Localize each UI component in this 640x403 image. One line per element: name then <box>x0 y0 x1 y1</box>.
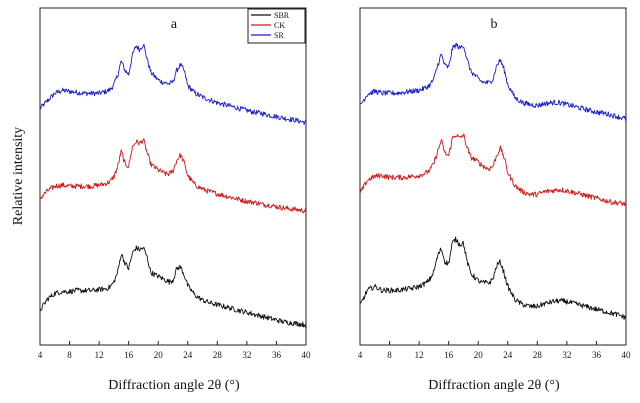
x-tick-label: 20 <box>154 350 164 360</box>
x-tick-label: 36 <box>592 350 602 360</box>
series-sbr-line <box>39 245 307 328</box>
series-sr-line <box>39 43 307 126</box>
legend-label-sbr: SBR <box>274 11 290 20</box>
x-tick-label: 32 <box>562 350 571 360</box>
x-tick-label: 16 <box>444 350 454 360</box>
x-tick-label: 16 <box>124 350 134 360</box>
legend-frame <box>247 8 306 44</box>
y-axis-label: Relative intensity <box>11 127 26 225</box>
panel-a-x-label: Diffraction angle 2θ (°) <box>108 378 240 393</box>
x-tick-label: 24 <box>183 350 193 360</box>
x-tick-label: 4 <box>358 350 363 360</box>
panel-a-series <box>39 43 307 328</box>
x-tick-label: 40 <box>302 350 312 360</box>
panel-b-series <box>359 42 627 321</box>
x-tick-label: 20 <box>474 350 484 360</box>
panel-b-x-axis: 4 8 12 16 20 24 28 32 36 40 <box>358 341 631 360</box>
legend-label-ck: CK <box>274 21 285 30</box>
panel-b-x-label: Diffraction angle 2θ (°) <box>428 378 560 393</box>
panel-b-frame <box>359 7 627 346</box>
x-tick-label: 40 <box>622 350 632 360</box>
series-ck-line <box>39 138 307 214</box>
x-tick-label: 8 <box>67 350 72 360</box>
x-tick-label: 8 <box>387 350 392 360</box>
x-tick-label: 4 <box>38 350 43 360</box>
series-ck-line <box>359 133 627 207</box>
panel-b-label: b <box>491 17 498 32</box>
panel-b: b 4 8 12 16 20 24 28 32 36 40 Diffraction angle 2… <box>358 7 631 393</box>
legend-label-sr: SR <box>274 31 284 40</box>
panel-a-label: a <box>171 17 178 32</box>
series-sbr-line <box>359 236 627 321</box>
x-tick-label: 36 <box>272 350 282 360</box>
series-sr-line <box>360 42 627 121</box>
x-tick-label: 12 <box>95 350 104 360</box>
x-tick-label: 32 <box>242 350 251 360</box>
panel-a-frame <box>39 7 307 346</box>
x-tick-label: 28 <box>213 350 223 360</box>
x-tick-label: 24 <box>503 350 513 360</box>
x-tick-label: 28 <box>533 350 543 360</box>
panel-a-x-axis: 4 8 12 16 20 24 28 32 36 40 <box>38 341 311 360</box>
x-tick-label: 12 <box>415 350 424 360</box>
